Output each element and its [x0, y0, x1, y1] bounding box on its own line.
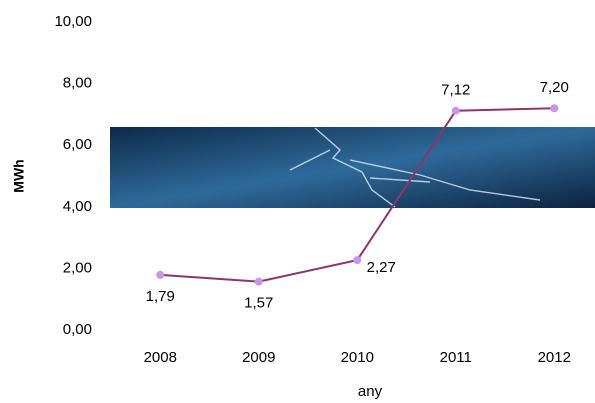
- marker: [451, 106, 460, 115]
- data-label: 2,27: [367, 259, 396, 276]
- y-tick-label: 0,00: [63, 321, 92, 338]
- data-label: 1,57: [244, 295, 273, 312]
- x-axis-label: any: [358, 383, 383, 400]
- marker: [156, 270, 165, 279]
- x-tick-label: 2011: [440, 349, 472, 366]
- x-tick-label: 2012: [538, 349, 571, 366]
- y-tick-label: 8,00: [63, 75, 92, 92]
- data-label: 7,20: [540, 79, 569, 96]
- marker: [550, 104, 559, 113]
- marker: [254, 277, 263, 286]
- y-tick-label: 6,00: [63, 136, 92, 153]
- x-tick-label: 2010: [341, 349, 374, 366]
- lightning: [289, 127, 541, 208]
- data-label: 1,79: [146, 288, 175, 305]
- y-axis-label: MWh: [11, 159, 27, 192]
- y-tick-label: 10,00: [54, 13, 92, 30]
- y-tick-label: 4,00: [63, 198, 92, 215]
- y-tick-label: 2,00: [63, 259, 92, 276]
- data-label: 7,12: [441, 82, 470, 99]
- x-tick-label: 2009: [242, 349, 275, 366]
- x-tick-label: 2008: [144, 349, 177, 366]
- marker: [353, 256, 362, 265]
